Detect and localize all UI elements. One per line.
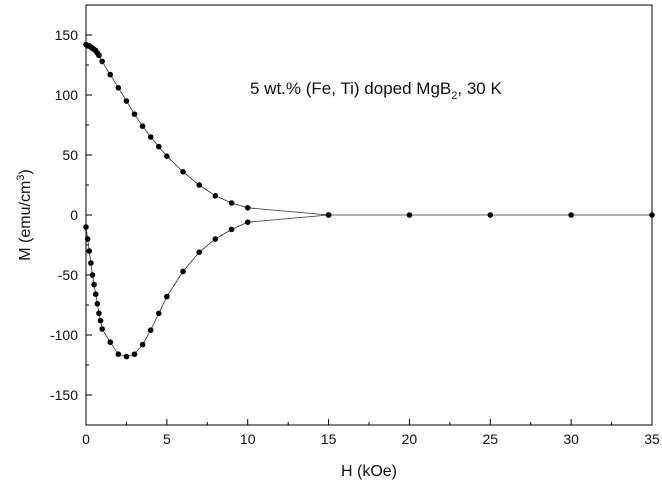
data-point-lower <box>164 293 170 300</box>
y-tick-label: -50 <box>58 267 78 283</box>
data-point-upper <box>180 169 186 175</box>
y-tick-label: -100 <box>50 327 78 343</box>
data-point-lower <box>92 291 99 298</box>
x-tick-label: 10 <box>240 431 256 447</box>
data-point-lower <box>131 351 138 358</box>
data-point-lower <box>139 341 146 348</box>
data-point-lower <box>196 249 202 255</box>
data-point-lower <box>123 353 130 360</box>
y-tick-label: 100 <box>55 87 79 103</box>
data-point-lower <box>155 310 162 317</box>
data-points <box>83 41 655 360</box>
annotation-suffix: , 30 K <box>457 79 502 98</box>
y-axis-label-main: M (emu/cm <box>17 181 34 261</box>
data-point-lower <box>107 339 114 346</box>
data-point-lower <box>89 272 96 278</box>
data-point-lower <box>212 236 219 242</box>
x-axis-label: H (kOe) <box>341 463 397 480</box>
data-point-lower <box>96 310 102 317</box>
data-point-lower <box>325 212 332 218</box>
data-point-upper <box>487 212 494 218</box>
axis-ticks: 0 5 10 15 20 25 30 35 -150 -100 -50 0 50 100 150 <box>50 4 660 447</box>
data-point-lower <box>228 226 235 233</box>
data-point-lower <box>244 219 251 225</box>
data-point-upper <box>212 193 219 199</box>
data-point-upper <box>96 52 102 59</box>
y-tick-label: 150 <box>55 27 79 43</box>
data-point-upper <box>131 111 138 117</box>
data-point-upper <box>123 98 130 104</box>
data-point-lower <box>115 351 122 358</box>
data-point-lower <box>88 260 94 266</box>
x-tick-label: 15 <box>321 431 337 447</box>
data-point-upper <box>139 123 146 129</box>
data-point-upper <box>228 200 235 206</box>
y-tick-label: 50 <box>62 147 78 163</box>
annotation-subscript: 2 <box>451 90 457 102</box>
data-point-lower <box>99 326 105 332</box>
data-point-lower <box>180 268 186 275</box>
data-point-upper <box>155 143 162 150</box>
data-point-upper <box>164 153 170 159</box>
data-point-upper <box>99 58 105 65</box>
x-tick-label: 20 <box>402 431 418 447</box>
x-tick-label: 5 <box>163 431 171 447</box>
data-point-upper <box>115 85 122 91</box>
annotation-text: 5 wt.% (Fe, Ti) doped MgB <box>250 79 451 98</box>
data-point-lower <box>86 248 93 254</box>
data-point-upper <box>244 205 251 211</box>
x-tick-label: 30 <box>563 431 579 447</box>
data-point-upper <box>649 212 655 218</box>
data-point-upper <box>568 212 574 218</box>
data-point-lower <box>97 317 104 324</box>
y-axis-label-close: ) <box>17 169 34 174</box>
data-point-upper <box>196 182 202 188</box>
data-point-lower <box>94 301 101 307</box>
data-point-lower <box>84 236 91 242</box>
y-axis-label: M (emu/cm3) <box>15 169 34 260</box>
x-tick-label: 0 <box>82 431 90 447</box>
y-tick-label: -150 <box>50 387 78 403</box>
x-tick-label: 35 <box>644 431 660 447</box>
y-axis-label-superscript: 3 <box>15 175 27 181</box>
annotation: 5 wt.% (Fe, Ti) doped MgB2, 30 K <box>250 79 502 102</box>
series-line-lower <box>85 214 329 358</box>
y-tick-label: 0 <box>70 207 78 223</box>
data-point-upper <box>147 134 154 140</box>
data-point-upper <box>107 71 114 78</box>
data-point-lower <box>83 224 89 230</box>
data-point-lower <box>147 327 154 334</box>
data-point-upper <box>406 212 413 218</box>
x-tick-label: 25 <box>482 431 498 447</box>
data-point-lower <box>91 281 97 288</box>
series-line-upper <box>85 44 652 216</box>
